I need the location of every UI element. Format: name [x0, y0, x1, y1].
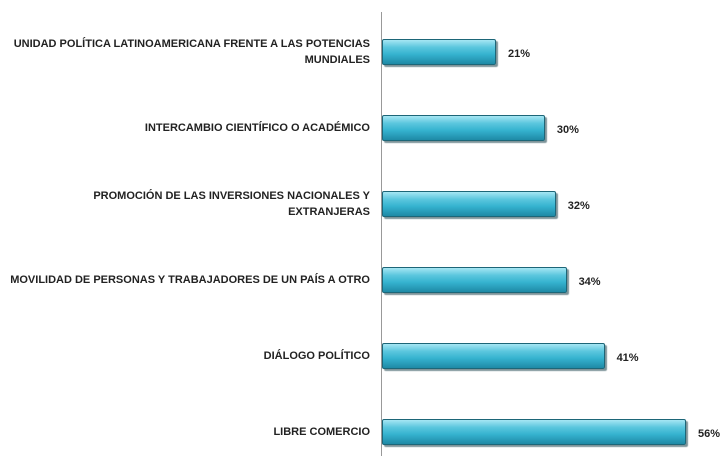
- data-label: 34%: [578, 276, 601, 288]
- category-label: LIBRE COMERCIO: [273, 426, 370, 438]
- bar: [382, 419, 686, 445]
- axis-line: [381, 12, 382, 456]
- category-label: INTERCAMBIO CIENTÍFICO O ACADÉMICO: [144, 122, 370, 134]
- category-label: DIÁLOGO POLÍTICO: [263, 350, 370, 362]
- bar: [382, 115, 545, 141]
- data-label: 21%: [508, 48, 531, 60]
- data-label: 41%: [616, 352, 639, 364]
- category-label: MOVILIDAD DE PERSONAS Y TRABAJADORES DE …: [10, 274, 370, 286]
- bar: [382, 343, 605, 369]
- category-label: UNIDAD POLÍTICA LATINOAMERICANA FRENTE A…: [13, 38, 370, 66]
- bar: [382, 267, 567, 293]
- data-label: 32%: [567, 200, 590, 212]
- bar: [382, 191, 556, 217]
- data-label: 56%: [698, 428, 721, 440]
- data-label: 30%: [556, 124, 579, 136]
- bar: [382, 39, 496, 65]
- category-label: PROMOCIÓN DE LAS INVERSIONES NACIONALES …: [93, 190, 370, 218]
